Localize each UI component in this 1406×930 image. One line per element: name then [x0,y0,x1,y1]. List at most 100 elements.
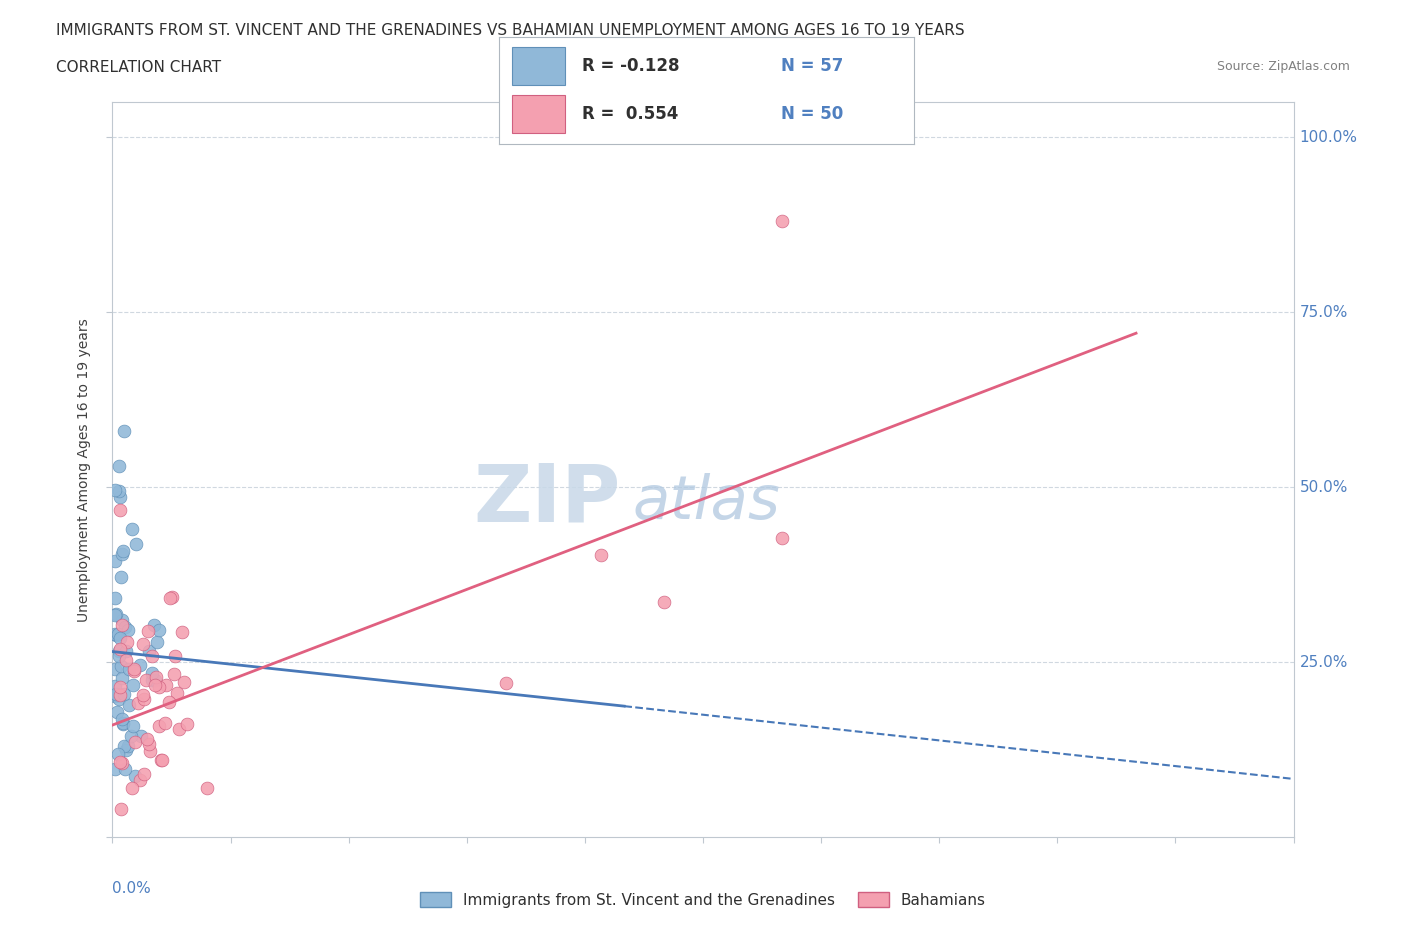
Point [107,458,129,473]
Point [104,483,127,498]
Point [108,490,131,505]
Point [141,648,163,663]
Point [108,649,131,664]
Point [110,754,132,769]
Point [108,484,131,498]
Point [107,627,129,642]
Point [127,696,149,711]
Point [110,659,132,674]
Point [117,738,139,753]
Point [770,531,793,546]
Point [112,716,135,731]
Point [163,648,186,663]
Point [118,698,141,712]
Point [114,761,136,776]
Point [136,731,159,746]
Text: R = -0.128: R = -0.128 [582,57,679,75]
Point [159,591,181,605]
Point [145,670,167,684]
Point [110,680,132,695]
Point [111,756,134,771]
Point [112,424,135,439]
Bar [512,95,565,134]
Point [118,661,141,676]
Point [104,608,127,623]
Point [132,766,155,781]
Point [146,634,169,649]
Text: R =  0.554: R = 0.554 [582,105,679,123]
Point [104,628,127,643]
Point [132,692,155,707]
Point [117,634,139,649]
Text: 0.0%: 0.0% [112,881,152,897]
Point [115,653,138,668]
Point [104,689,127,704]
Point [124,735,146,750]
Point [135,672,157,687]
Point [141,672,163,687]
Point [163,667,186,682]
Text: CORRELATION CHART: CORRELATION CHART [56,60,221,75]
Point [131,729,153,744]
Point [131,637,153,652]
Point [495,675,517,690]
Point [111,671,134,685]
Text: 100.0%: 100.0% [1299,130,1357,145]
Point [114,742,136,757]
Point [104,762,127,777]
Point [115,644,138,658]
Point [122,678,145,693]
Point [110,802,132,817]
Point [138,743,160,758]
Point [176,716,198,731]
Point [125,537,148,551]
Text: N = 57: N = 57 [782,57,844,75]
Point [104,591,127,605]
Point [143,678,166,693]
Text: N = 50: N = 50 [782,105,844,123]
Point [153,715,176,730]
Text: IMMIGRANTS FROM ST. VINCENT AND THE GRENADINES VS BAHAMIAN UNEMPLOYMENT AMONG AG: IMMIGRANTS FROM ST. VINCENT AND THE GREN… [56,23,965,38]
Point [114,619,136,634]
Point [148,719,170,734]
Point [104,626,127,641]
Point [104,606,127,621]
Point [105,704,128,719]
Point [157,695,180,710]
Text: 75.0%: 75.0% [1299,305,1348,320]
Point [110,642,132,657]
Y-axis label: Unemployment Among Ages 16 to 19 years: Unemployment Among Ages 16 to 19 years [77,318,91,621]
Point [138,644,160,658]
Point [770,214,793,229]
Point [110,631,132,645]
Point [124,768,146,783]
Point [110,687,132,702]
Point [143,672,166,687]
Point [195,780,218,795]
Point [121,521,143,536]
Point [104,679,127,694]
Point [148,622,170,637]
Point [132,688,155,703]
Text: atlas: atlas [633,473,780,532]
Point [112,716,135,731]
Point [120,728,142,743]
Point [136,624,159,639]
Point [112,686,135,701]
Point [111,613,134,628]
Point [129,658,152,672]
Point [149,752,172,767]
Point [121,780,143,795]
Point [122,661,145,676]
Point [122,718,145,733]
Point [108,644,131,658]
Point [129,772,152,787]
Point [652,594,675,609]
Point [104,662,127,677]
Point [110,503,132,518]
Point [173,674,195,689]
Point [111,618,134,632]
Point [162,590,184,604]
Point [105,686,128,701]
Point [155,677,177,692]
